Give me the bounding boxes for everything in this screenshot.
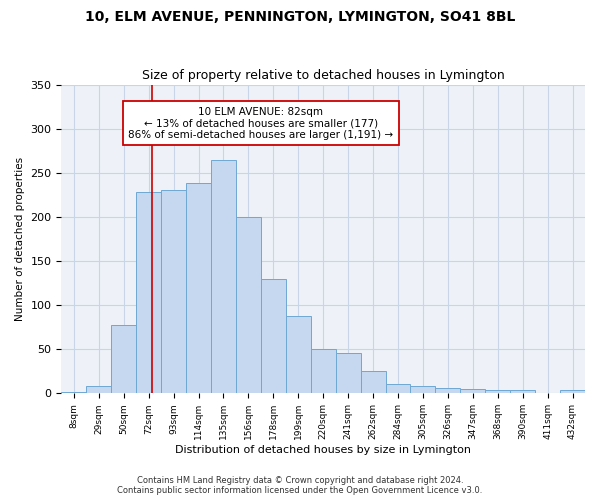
Bar (485, 390, 510, 394)
X-axis label: Distribution of detached houses by size in Lymington: Distribution of detached houses by size … (175, 445, 471, 455)
Title: Size of property relative to detached houses in Lymington: Size of property relative to detached ho… (142, 69, 505, 82)
Text: Contains HM Land Registry data © Crown copyright and database right 2024.
Contai: Contains HM Land Registry data © Crown c… (118, 476, 482, 495)
Text: 10 ELM AVENUE: 82sqm
← 13% of detached houses are smaller (177)
86% of semi-deta: 10 ELM AVENUE: 82sqm ← 13% of detached h… (128, 106, 394, 140)
Bar (211, 160, 236, 394)
Bar (410, 386, 436, 394)
Bar (261, 278, 286, 394)
Bar (136, 192, 161, 394)
Bar (161, 190, 186, 394)
Bar (386, 384, 410, 394)
Bar (361, 372, 386, 394)
Y-axis label: Number of detached properties: Number of detached properties (15, 157, 25, 321)
Bar (111, 324, 136, 394)
Bar (186, 184, 211, 394)
Bar (560, 390, 585, 394)
Bar (335, 353, 361, 394)
Bar (86, 386, 111, 394)
Bar (236, 217, 261, 394)
Bar (436, 388, 460, 394)
Bar (286, 316, 311, 394)
Bar (61, 392, 86, 394)
Text: 10, ELM AVENUE, PENNINGTON, LYMINGTON, SO41 8BL: 10, ELM AVENUE, PENNINGTON, LYMINGTON, S… (85, 10, 515, 24)
Bar (460, 389, 485, 394)
Bar (311, 349, 335, 394)
Bar (510, 390, 535, 394)
